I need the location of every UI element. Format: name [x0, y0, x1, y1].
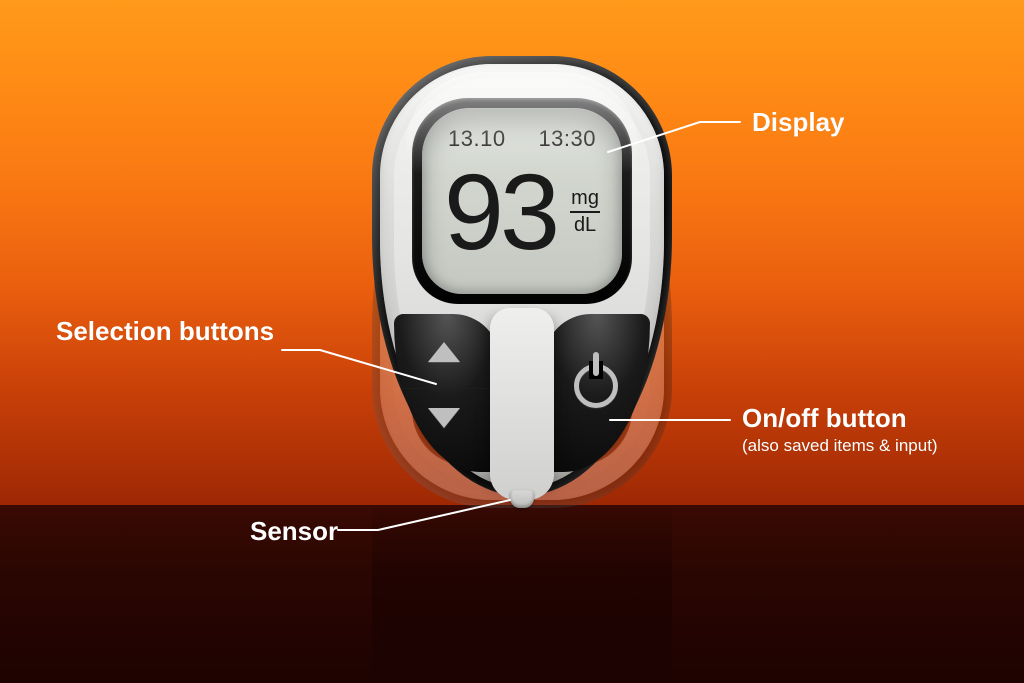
display-screen: 13.10 13:30 93 mg dL	[422, 108, 622, 294]
display-unit-bottom: dL	[574, 214, 596, 236]
display-reading-value: 93	[444, 158, 556, 266]
display-time: 13:30	[538, 126, 596, 152]
callout-label-onoff-main: On/off button	[742, 403, 907, 433]
device-neck	[490, 308, 554, 500]
arrow-up-icon[interactable]	[428, 342, 460, 362]
callout-label-sensor: Sensor	[250, 516, 338, 547]
background-floor	[0, 505, 1024, 683]
display-date: 13.10	[448, 126, 506, 152]
callout-label-display: Display	[752, 107, 845, 138]
arrow-down-icon[interactable]	[428, 408, 460, 428]
display-unit-top: mg	[571, 187, 599, 209]
callout-label-onoff: On/off button (also saved items & input)	[742, 403, 938, 456]
infographic-canvas: 13.10 13:30 93 mg dL Display Selection	[0, 0, 1024, 683]
callout-label-selection-buttons: Selection buttons	[56, 316, 274, 347]
sensor-port	[510, 490, 534, 508]
display-unit: mg dL	[570, 188, 600, 236]
callout-label-onoff-sub: (also saved items & input)	[742, 436, 938, 456]
power-icon-stem[interactable]	[593, 352, 599, 376]
selection-buttons-panel[interactable]	[394, 314, 500, 472]
glucometer-device: 13.10 13:30 93 mg dL	[372, 56, 672, 508]
